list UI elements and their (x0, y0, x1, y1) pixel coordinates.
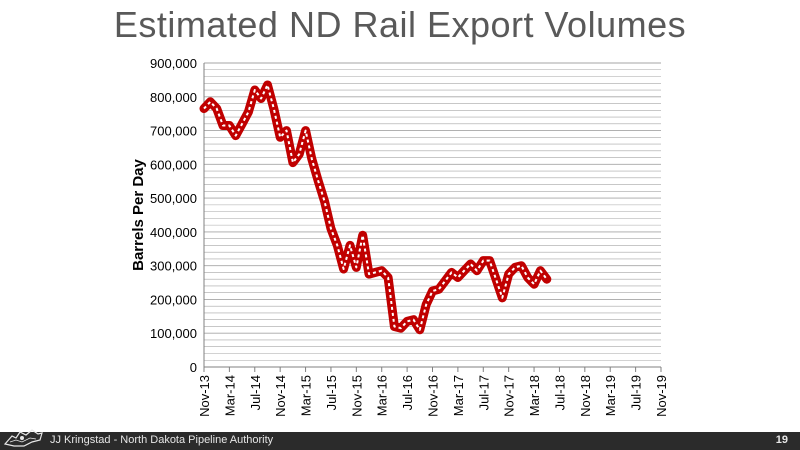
x-tick-label: Nov-18 (578, 375, 593, 417)
y-axis-label: Barrels Per Day (130, 158, 147, 270)
x-tick-label: Nov-14 (273, 375, 288, 417)
line-chart: 0 100,000 200,000 300,000 400,000 500,000 600,… (130, 56, 669, 417)
y-tick-label: 0 (190, 360, 197, 375)
x-tick-label: Mar-14 (222, 375, 237, 416)
x-tick-label: Mar-19 (603, 375, 618, 416)
y-tick-label: 600,000 (150, 157, 197, 172)
y-tick-label: 400,000 (150, 225, 197, 240)
x-tick-label: Jul-18 (552, 375, 567, 410)
x-tick-label: Mar-17 (451, 375, 466, 416)
x-tick-label: Nov-19 (654, 375, 669, 417)
x-tick-label: Nov-17 (502, 375, 517, 417)
plot-area (204, 63, 661, 367)
x-tick-label: Jul-14 (248, 375, 263, 410)
x-tick-label: Mar-15 (299, 375, 314, 416)
footer-text: JJ Kringstad - North Dakota Pipeline Aut… (50, 434, 274, 446)
x-tick-label: Mar-18 (527, 375, 542, 416)
y-tick-label: 500,000 (150, 191, 197, 206)
y-tick-label: 100,000 (150, 326, 197, 341)
x-tick-label: Nov-16 (426, 375, 441, 417)
y-tick-label: 800,000 (150, 90, 197, 105)
page-number: 19 (775, 434, 788, 446)
y-tick-label: 200,000 (150, 292, 197, 307)
x-tick-label: Jul-16 (400, 375, 415, 410)
x-tick-label: Jul-17 (476, 375, 491, 410)
authority-logo-icon (3, 429, 43, 447)
x-tick-label: Jul-15 (324, 375, 339, 410)
y-tick-label: 900,000 (150, 56, 197, 71)
x-tick-label: Mar-16 (375, 375, 390, 416)
x-tick-label: Nov-13 (197, 375, 212, 417)
slide-title: Estimated ND Rail Export Volumes (113, 4, 687, 45)
y-tick-label: 700,000 (150, 124, 197, 139)
y-tick-label: 300,000 (150, 259, 197, 274)
x-tick-label: Jul-19 (629, 375, 644, 410)
x-tick-label: Nov-15 (349, 375, 364, 417)
footer-bar: JJ Kringstad - North Dakota Pipeline Aut… (0, 432, 800, 450)
